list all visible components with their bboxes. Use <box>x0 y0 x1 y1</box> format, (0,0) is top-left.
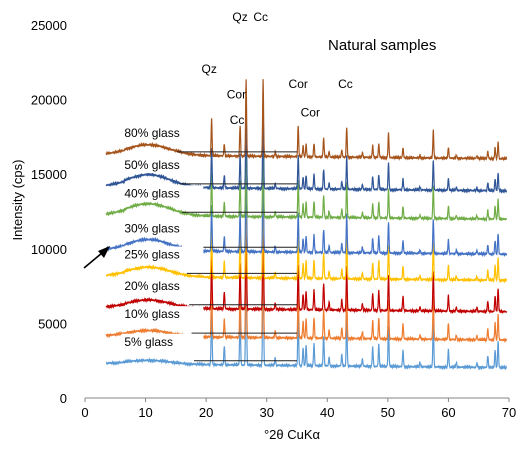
series-line <box>105 103 508 194</box>
series-label-bg <box>121 185 204 202</box>
series-label-bg <box>121 306 204 323</box>
chart-title: Natural samples <box>328 37 436 54</box>
plot-lines <box>105 79 508 371</box>
peak-annotations: Qz Qz Cc Cor Cc Cor Cor Cc <box>201 10 352 127</box>
series-line <box>105 126 508 223</box>
series-line <box>105 173 508 284</box>
x-axis-title: °2θ CuKα <box>264 427 321 442</box>
series-label-bg <box>121 124 204 141</box>
x-tick-label: 60 <box>441 405 455 420</box>
series-label: 20% glass <box>124 279 179 293</box>
series-label-bg <box>121 246 204 263</box>
series-label-bg <box>121 220 204 237</box>
y-tick-label: 0 <box>60 391 67 406</box>
series-labels: 5% glass 10% glass 20% glass 25% glass 30% g… <box>121 124 204 350</box>
x-tick-label: 30 <box>259 405 273 420</box>
y-tick-label: 10000 <box>31 242 67 257</box>
peak-annotation: Cor <box>289 77 308 91</box>
series-label-bg <box>121 333 204 350</box>
x-tick-label: 0 <box>81 405 88 420</box>
peak-annotation: Cc <box>338 77 353 91</box>
series-line <box>105 79 508 162</box>
series-label-bg <box>121 277 204 294</box>
peak-annotation: Qz <box>232 10 247 24</box>
peak-annotation: Cc <box>230 113 245 127</box>
series-line <box>105 239 507 371</box>
peak-annotation: Cor <box>301 105 320 119</box>
series-label: 40% glass <box>124 186 179 200</box>
series-line <box>105 197 508 315</box>
series-label-bg <box>121 156 204 173</box>
series-label: 5% glass <box>124 335 173 349</box>
series-label: 50% glass <box>124 158 179 172</box>
y-tick-label: 20000 <box>31 93 67 108</box>
x-tick-label: 50 <box>381 405 395 420</box>
series-label: 80% glass <box>124 126 179 140</box>
x-tick-label: 40 <box>320 405 334 420</box>
series-label: 30% glass <box>124 221 179 235</box>
series-line <box>105 153 508 258</box>
x-ticks: 0 10 20 30 40 50 60 70 <box>81 398 516 420</box>
x-tick-label: 10 <box>138 405 152 420</box>
y-tick-label: 25000 <box>31 18 67 33</box>
series-line <box>105 219 508 344</box>
series-label: 10% glass <box>124 307 179 321</box>
peak-annotation: Cc <box>253 10 268 24</box>
y-tick-label: 5000 <box>38 316 67 331</box>
series-label: 25% glass <box>124 247 179 261</box>
x-tick-label: 20 <box>199 405 213 420</box>
y-axis-title: Intensity (cps) <box>10 160 25 241</box>
x-tick-label: 70 <box>502 405 516 420</box>
y-ticks: 0 5000 10000 15000 20000 25000 <box>31 18 67 406</box>
y-tick-label: 15000 <box>31 167 67 182</box>
peak-annotation: Qz <box>201 62 216 76</box>
arrow-annotation <box>83 246 110 269</box>
peak-annotation: Cor <box>227 88 246 102</box>
